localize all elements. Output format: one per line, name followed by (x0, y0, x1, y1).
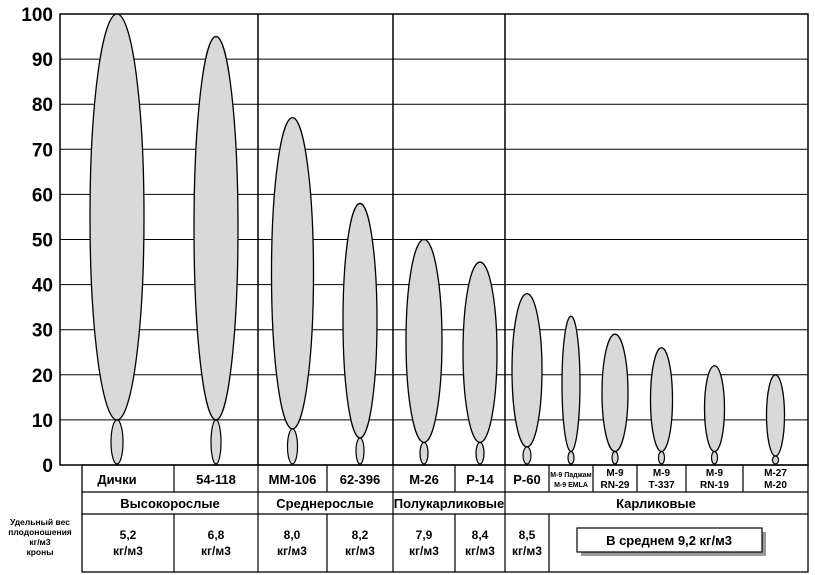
root-ellipse (419, 441, 429, 465)
rootstock-table: Дички 54-118 ММ-106 62-396 М-26 Р-14 Р-60 М-9 П… (8, 464, 809, 573)
group-label: Карликовые (616, 496, 696, 511)
crown-ellipse (601, 333, 629, 453)
y-tick-label: 30 (32, 321, 53, 342)
crown-ellipse (270, 117, 315, 430)
crown-ellipse (765, 374, 786, 457)
density-value: кг/м3 (113, 544, 143, 558)
y-tick-label: 70 (32, 140, 53, 161)
average-note-box (576, 527, 763, 553)
y-tick-label: 60 (32, 185, 53, 206)
root-ellipse (771, 455, 780, 465)
density-row-label: Удельный вес (10, 517, 70, 527)
group-label: Полукарликовые (394, 496, 504, 511)
rootstock-name: М-9 (653, 468, 671, 479)
density-value: кг/м3 (465, 544, 495, 558)
root-ellipse (110, 419, 124, 465)
crown-ellipse (703, 365, 726, 453)
y-tick-label: 90 (32, 50, 53, 71)
density-value: 8,0 (284, 528, 301, 542)
rootstock-name: М-9 (706, 468, 724, 479)
rootstock-name: М-9 EMLA (554, 482, 588, 489)
density-value: 6,8 (208, 528, 225, 542)
rootstock-name: М-26 (409, 472, 439, 487)
rootstock-name: 62-396 (340, 472, 380, 487)
y-tick-label: 80 (32, 95, 53, 116)
root-ellipse (355, 437, 365, 465)
root-ellipse (567, 450, 575, 465)
y-tick-label: 20 (32, 366, 53, 387)
group-label: Высокорослые (120, 496, 219, 511)
density-row-label: плодоношения (8, 527, 72, 537)
density-value: кг/м3 (409, 544, 439, 558)
density-row-label: кроны (26, 547, 53, 557)
crown-ellipse (462, 261, 498, 444)
rootstock-name: Т-337 (648, 480, 675, 491)
rootstock-name: Р-60 (513, 472, 540, 487)
crown-ellipse (561, 315, 581, 453)
density-value: кг/м3 (345, 544, 375, 558)
density-value: 5,2 (120, 528, 137, 542)
y-tick-label: 0 (42, 456, 53, 477)
y-tick-label: 10 (32, 411, 53, 432)
group-dividers (257, 14, 506, 465)
density-value: 8,5 (519, 528, 536, 542)
rootstock-name: М-9 (606, 468, 624, 479)
density-row-label: кг/м3 (29, 537, 50, 547)
crown-ellipse (342, 202, 378, 439)
root-ellipse (286, 428, 299, 465)
root-ellipse (710, 450, 719, 465)
density-value: кг/м3 (277, 544, 307, 558)
crown-ellipse (405, 238, 443, 444)
y-tick-label: 100 (21, 5, 53, 26)
crown-ellipse (89, 13, 145, 421)
average-note-text: В среднем 9,2 кг/м3 (606, 533, 732, 548)
rootstock-name: RN-19 (700, 480, 729, 491)
table-frame (81, 464, 809, 573)
crown-ellipse (511, 292, 543, 448)
root-ellipse (657, 450, 666, 465)
tree-shapes (89, 13, 786, 465)
rootstock-name: М-20 (764, 480, 787, 491)
rootstock-name: ММ-106 (269, 472, 317, 487)
root-ellipse (611, 450, 619, 465)
rootstock-name: М-27 (764, 468, 787, 479)
density-value: 8,2 (352, 528, 369, 542)
rootstock-name: RN-29 (601, 480, 630, 491)
density-value: 7,9 (416, 528, 433, 542)
group-label: Среднерослые (276, 496, 373, 511)
crown-ellipse (193, 35, 239, 421)
density-value: кг/м3 (512, 544, 542, 558)
rootstock-name: Р-14 (466, 472, 494, 487)
rootstock-name: Дички (97, 472, 136, 487)
root-ellipse (475, 441, 485, 465)
rootstock-name: 54-118 (196, 472, 236, 487)
y-tick-label: 50 (32, 231, 53, 252)
y-tick-label: 40 (32, 276, 53, 297)
crown-ellipse (649, 347, 674, 453)
root-ellipse (522, 446, 532, 465)
root-ellipse (210, 419, 222, 465)
density-value: кг/м3 (201, 544, 231, 558)
y-axis-ticks: 0 10 20 30 40 50 60 70 80 90 100 (21, 5, 53, 477)
density-value: 8,4 (472, 528, 489, 542)
rootstock-name: М-9 Паджам (550, 472, 592, 479)
